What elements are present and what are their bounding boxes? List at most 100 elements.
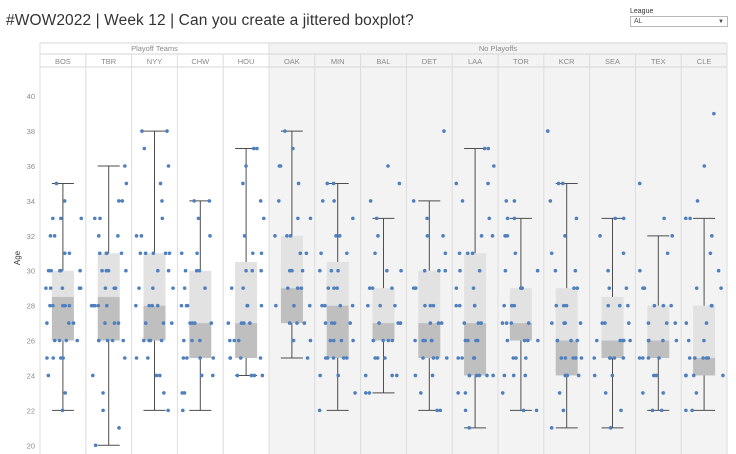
data-point-laa	[454, 286, 459, 290]
data-point-nyy	[141, 338, 146, 343]
data-point-tor	[512, 303, 517, 308]
data-point-laa	[456, 391, 460, 395]
data-point-min	[350, 303, 355, 308]
box-lower-laa	[464, 323, 487, 376]
league-filter-label: League	[630, 8, 654, 15]
data-point-kcr	[561, 408, 566, 413]
data-point-tbr	[112, 321, 117, 325]
data-point-bal	[398, 321, 403, 325]
data-point-bos	[67, 303, 72, 308]
data-point-hou	[250, 268, 255, 273]
data-point-det	[425, 234, 430, 238]
data-point-chw	[185, 356, 189, 360]
data-point-bos	[45, 321, 49, 325]
data-point-kcr	[563, 356, 568, 360]
data-point-laa	[465, 251, 470, 256]
data-point-kcr	[573, 356, 578, 360]
data-point-nyy	[166, 408, 170, 413]
data-point-nyy	[159, 338, 164, 343]
data-point-cle	[712, 111, 716, 116]
data-point-bal	[368, 199, 373, 203]
data-point-det	[437, 268, 441, 273]
data-point-nyy	[134, 234, 139, 238]
data-point-nyy	[169, 321, 174, 325]
data-point-hou	[242, 234, 247, 238]
data-point-tbr	[110, 338, 115, 343]
data-point-oak	[299, 286, 304, 290]
data-point-chw	[182, 286, 187, 290]
data-point-nyy	[151, 251, 156, 256]
data-point-tor	[505, 338, 510, 343]
data-point-tbr	[103, 286, 108, 290]
data-point-min	[335, 286, 339, 290]
data-point-chw	[195, 251, 199, 256]
data-point-hou	[236, 338, 241, 343]
data-point-min	[348, 321, 352, 325]
data-point-bos	[60, 408, 65, 413]
data-point-hou	[241, 181, 245, 186]
data-point-chw	[180, 391, 184, 395]
data-point-tbr	[96, 338, 101, 343]
data-point-bos	[63, 391, 67, 395]
data-point-laa	[457, 303, 462, 308]
box-upper-tex	[647, 305, 670, 341]
data-point-bos	[59, 216, 63, 221]
data-point-kcr	[572, 286, 576, 290]
data-point-bal	[371, 338, 376, 343]
y-tick-label: 30	[27, 267, 35, 276]
data-point-bal	[386, 164, 390, 168]
data-point-bos	[79, 216, 84, 221]
data-point-tbr	[92, 216, 97, 221]
data-point-tex	[651, 373, 656, 378]
data-point-bos	[58, 268, 62, 273]
data-point-cle	[708, 251, 713, 256]
data-point-sea	[619, 408, 623, 413]
team-label-tor: TOR	[513, 57, 529, 66]
data-point-laa	[463, 391, 468, 395]
data-point-laa	[492, 164, 496, 168]
data-point-laa	[471, 286, 476, 290]
data-point-min	[331, 181, 336, 186]
data-point-cle	[687, 356, 692, 360]
data-point-oak	[308, 338, 313, 343]
data-point-cle	[706, 356, 711, 360]
data-point-det	[441, 234, 445, 238]
data-point-tex	[657, 356, 661, 360]
data-point-sea	[621, 338, 626, 343]
data-point-chw	[198, 338, 202, 343]
y-tick-label: 26	[27, 337, 35, 346]
data-point-chw	[209, 321, 214, 325]
data-point-sea	[617, 303, 622, 308]
data-point-oak	[295, 321, 299, 325]
data-point-chw	[208, 234, 212, 238]
data-point-kcr	[553, 268, 558, 273]
data-point-cle	[684, 408, 688, 413]
data-point-chw	[182, 338, 186, 343]
data-point-chw	[192, 199, 196, 203]
data-point-tor	[513, 251, 518, 256]
data-point-nyy	[158, 373, 162, 378]
data-point-det	[428, 321, 433, 325]
data-point-hou	[258, 199, 263, 203]
data-point-nyy	[155, 303, 160, 308]
data-point-tor	[512, 216, 517, 221]
data-point-tor	[511, 356, 516, 360]
team-label-tex: TEX	[651, 57, 666, 66]
data-point-det	[413, 338, 417, 343]
data-point-oak	[307, 303, 312, 308]
league-dropdown[interactable]: AL ▼	[630, 16, 728, 27]
team-label-laa: LAA	[468, 57, 482, 66]
data-point-cle	[704, 321, 709, 325]
team-label-tbr: TBR	[101, 57, 117, 66]
data-point-laa	[486, 146, 491, 151]
data-point-sea	[624, 286, 629, 290]
data-point-hou	[259, 251, 264, 256]
chevron-down-icon[interactable]: ▼	[718, 19, 724, 25]
data-point-nyy	[134, 356, 139, 360]
data-point-sea	[612, 356, 617, 360]
league-filter[interactable]: League AL ▼	[630, 8, 728, 27]
data-point-cle	[702, 338, 706, 343]
data-point-min	[317, 408, 322, 413]
data-point-chw	[185, 303, 190, 308]
data-point-cle	[690, 408, 694, 413]
